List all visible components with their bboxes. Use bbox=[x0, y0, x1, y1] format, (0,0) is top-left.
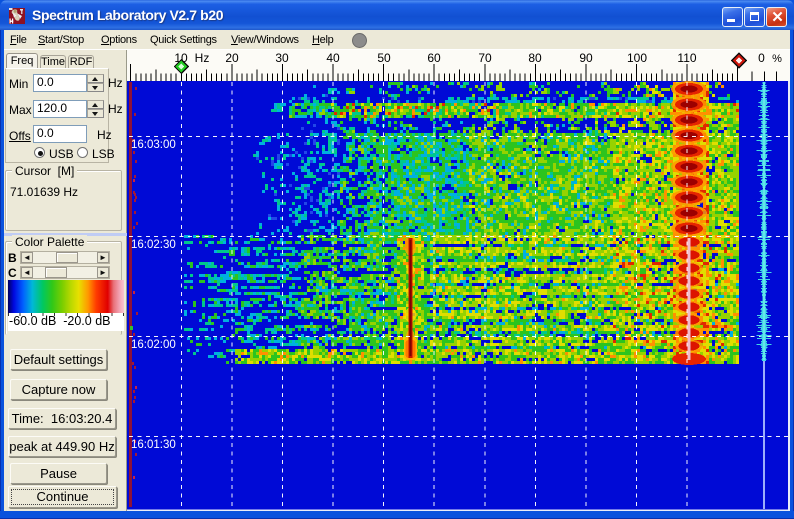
svg-text:80: 80 bbox=[528, 51, 542, 65]
svg-text:20: 20 bbox=[225, 51, 239, 65]
svg-text:90: 90 bbox=[579, 51, 593, 65]
svg-text:16:02:00: 16:02:00 bbox=[131, 339, 176, 351]
svg-text:%: % bbox=[772, 53, 782, 65]
svg-text:100: 100 bbox=[627, 51, 647, 65]
svg-text:110: 110 bbox=[677, 51, 696, 65]
svg-text:16:02:30: 16:02:30 bbox=[131, 239, 176, 251]
svg-text:60: 60 bbox=[427, 51, 441, 65]
svg-text:10: 10 bbox=[174, 51, 188, 65]
svg-text:70: 70 bbox=[478, 51, 492, 65]
svg-text:0: 0 bbox=[758, 51, 765, 65]
svg-text:16:01:30: 16:01:30 bbox=[131, 439, 176, 451]
svg-text:40: 40 bbox=[326, 51, 340, 65]
svg-text:Hz: Hz bbox=[195, 51, 210, 65]
svg-text:16:03:00: 16:03:00 bbox=[131, 139, 176, 151]
svg-text:30: 30 bbox=[275, 51, 289, 65]
svg-text:50: 50 bbox=[377, 51, 391, 65]
